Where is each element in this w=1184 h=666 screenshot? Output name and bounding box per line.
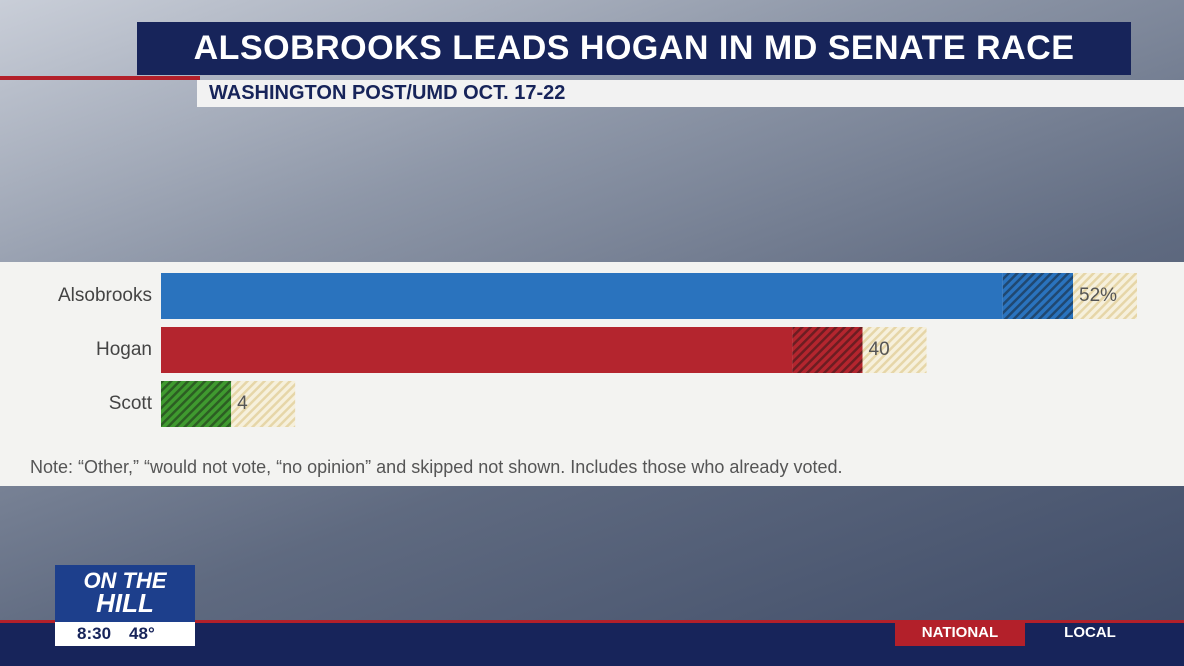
bar-segment <box>792 327 863 373</box>
show-logo: ON THE HILL <box>55 565 195 622</box>
bar-segment <box>161 327 793 373</box>
nav-tab[interactable]: NATIONAL <box>895 620 1025 646</box>
red-rule <box>0 76 200 80</box>
clock: 8:30 48° <box>55 622 195 646</box>
value-label: 4 <box>237 393 248 414</box>
bar-segment <box>161 273 1003 319</box>
temperature: 48° <box>129 624 155 643</box>
value-label-bg <box>231 381 296 427</box>
value-label: 40 <box>869 339 890 360</box>
chart-panel: Alsobrooks 52% Hogan 40 Scott 4 Note: “Other,”… <box>0 262 1184 486</box>
subtitle: WASHINGTON POST/UMD OCT. 17-22 <box>197 80 1184 107</box>
chart: Alsobrooks 52% Hogan 40 Scott 4 Note: “Other,”… <box>30 273 1137 477</box>
note: Note: “Other,” “would not vote, “no opin… <box>30 457 842 477</box>
logo-line: HILL <box>96 588 154 618</box>
value-label-bg <box>1073 273 1137 319</box>
category-label: Hogan <box>96 339 152 360</box>
bar-segment <box>1002 273 1073 319</box>
category-label: Alsobrooks <box>58 285 152 306</box>
logo-line: ON THE <box>83 568 167 593</box>
time: 8:30 <box>77 624 112 643</box>
value-label-bg <box>862 327 927 373</box>
value-label: 52% <box>1079 285 1117 306</box>
category-label: Scott <box>109 393 153 414</box>
title: ALSOBROOKS LEADS HOGAN IN MD SENATE RACE <box>137 22 1131 75</box>
bar-segment <box>161 381 232 427</box>
nav-tab[interactable]: LOCAL <box>1064 624 1116 641</box>
